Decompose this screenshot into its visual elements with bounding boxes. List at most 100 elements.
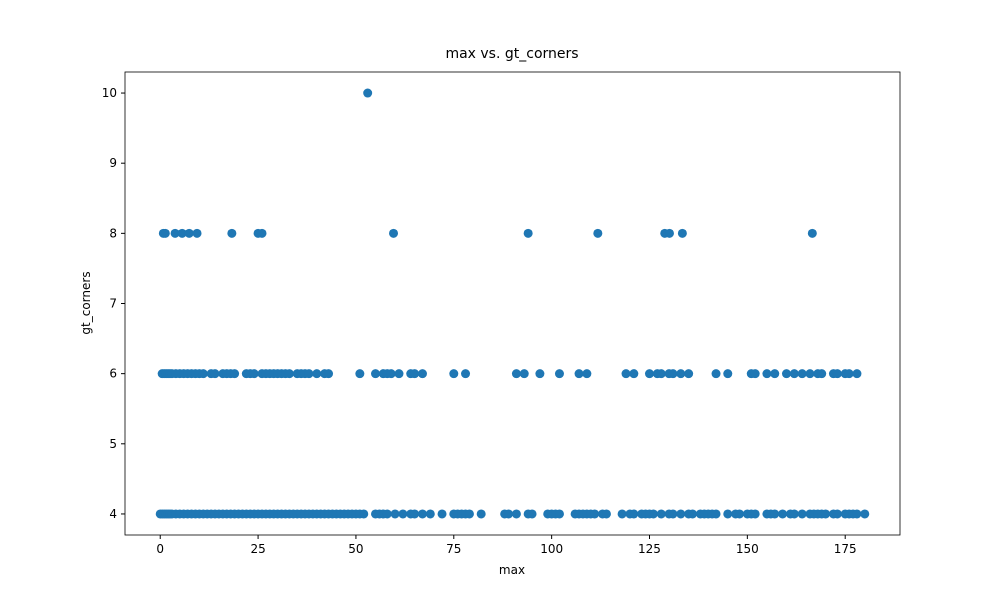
point	[389, 228, 399, 238]
point	[723, 369, 733, 379]
x-tick-label: 125	[638, 542, 661, 556]
point	[676, 509, 686, 519]
point	[160, 228, 170, 238]
point	[210, 369, 220, 379]
point	[184, 228, 194, 238]
point	[664, 228, 674, 238]
y-tick-label: 9	[109, 156, 117, 170]
point	[789, 509, 799, 519]
point	[677, 228, 687, 238]
point	[437, 509, 447, 519]
point	[417, 369, 427, 379]
point	[170, 228, 180, 238]
point	[324, 369, 334, 379]
point	[461, 369, 471, 379]
point	[394, 369, 404, 379]
y-tick-label: 7	[109, 297, 117, 311]
point	[304, 369, 314, 379]
point	[390, 509, 400, 519]
point	[797, 509, 807, 519]
point	[711, 509, 721, 519]
point	[511, 509, 521, 519]
point	[359, 509, 369, 519]
point	[844, 369, 854, 379]
point	[676, 369, 686, 379]
point	[629, 369, 639, 379]
point	[230, 369, 240, 379]
point	[554, 369, 564, 379]
x-tick-label: 0	[156, 542, 164, 556]
point	[410, 509, 420, 519]
point	[807, 228, 817, 238]
point	[762, 369, 772, 379]
point	[821, 509, 831, 519]
x-tick-label: 100	[540, 542, 563, 556]
point	[852, 509, 862, 519]
point	[363, 88, 373, 98]
point	[781, 369, 791, 379]
point	[574, 369, 584, 379]
point	[735, 509, 745, 519]
y-tick-label: 8	[109, 226, 117, 240]
point	[621, 369, 631, 379]
point	[617, 509, 627, 519]
point	[832, 369, 842, 379]
point	[590, 509, 600, 519]
point	[284, 369, 294, 379]
point	[554, 509, 564, 519]
point	[257, 228, 267, 238]
point	[852, 369, 862, 379]
point	[425, 509, 435, 519]
y-axis-label: gt_corners	[79, 271, 93, 334]
point	[778, 509, 788, 519]
point	[711, 369, 721, 379]
point	[177, 228, 187, 238]
point	[688, 509, 698, 519]
x-axis-label: max	[499, 563, 525, 577]
point	[382, 509, 392, 519]
point	[797, 369, 807, 379]
point	[535, 369, 545, 379]
point	[519, 369, 529, 379]
point	[723, 509, 733, 519]
point	[527, 509, 537, 519]
point	[860, 509, 870, 519]
point	[398, 509, 408, 519]
x-tick-label: 75	[446, 542, 461, 556]
point	[371, 369, 381, 379]
point	[312, 369, 322, 379]
point	[464, 509, 474, 519]
x-tick-label: 150	[736, 542, 759, 556]
y-tick-label: 10	[102, 86, 117, 100]
point	[770, 509, 780, 519]
point	[227, 228, 237, 238]
point	[770, 369, 780, 379]
x-tick-label: 25	[250, 542, 265, 556]
point	[511, 369, 521, 379]
point	[198, 369, 208, 379]
point	[656, 509, 666, 519]
point	[684, 369, 694, 379]
y-tick-label: 4	[109, 507, 117, 521]
y-tick-label: 5	[109, 437, 117, 451]
point	[644, 369, 654, 379]
point	[410, 369, 420, 379]
point	[582, 369, 592, 379]
plot-frame	[124, 71, 901, 536]
point	[817, 369, 827, 379]
point	[449, 369, 459, 379]
y-tick-label: 6	[109, 367, 117, 381]
point	[648, 509, 658, 519]
point	[192, 228, 202, 238]
point	[629, 509, 639, 519]
point	[593, 228, 603, 238]
point	[601, 509, 611, 519]
point	[668, 369, 678, 379]
point	[805, 369, 815, 379]
point	[789, 369, 799, 379]
x-tick-label: 175	[834, 542, 857, 556]
point	[750, 369, 760, 379]
point	[668, 509, 678, 519]
